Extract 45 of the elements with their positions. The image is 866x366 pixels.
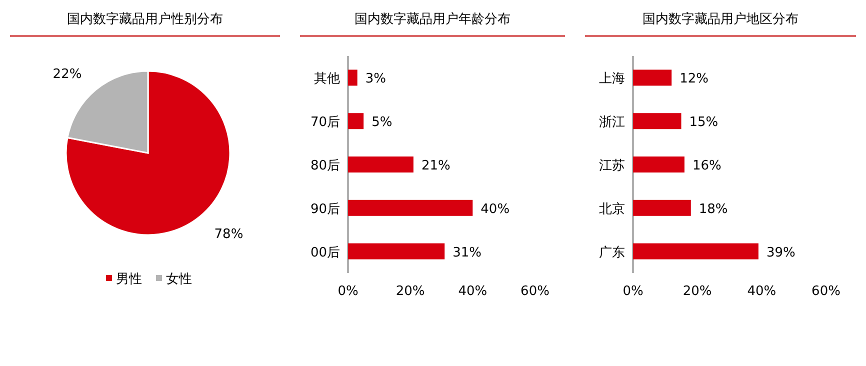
data-label: 18% bbox=[698, 202, 728, 217]
x-tick-label: 0% bbox=[622, 284, 644, 299]
x-tick-label: 20% bbox=[682, 284, 712, 299]
data-label: 78% bbox=[214, 227, 244, 242]
y-tick-label: 90后 bbox=[310, 202, 340, 217]
data-label: 16% bbox=[692, 158, 722, 174]
chart-title: 国内数字藏品用户年龄分布 bbox=[354, 11, 510, 27]
data-label: 15% bbox=[689, 115, 718, 130]
data-label: 40% bbox=[480, 202, 510, 217]
bar bbox=[633, 200, 691, 216]
data-label: 31% bbox=[452, 245, 482, 260]
x-tick-label: 0% bbox=[338, 284, 358, 299]
x-tick-label: 40% bbox=[747, 284, 776, 299]
data-label: 21% bbox=[421, 158, 450, 174]
y-tick-label: 上海 bbox=[599, 72, 625, 87]
y-tick-label: 其他 bbox=[314, 72, 340, 87]
x-tick-label: 60% bbox=[812, 284, 840, 299]
bar bbox=[633, 70, 672, 86]
legend-label: 男性 bbox=[116, 272, 142, 287]
bar bbox=[633, 156, 684, 172]
y-tick-label: 00后 bbox=[310, 245, 340, 260]
x-tick-label: 20% bbox=[396, 284, 425, 299]
data-label: 5% bbox=[372, 115, 392, 130]
data-label: 3% bbox=[365, 72, 386, 87]
data-label: 22% bbox=[52, 66, 82, 82]
data-label: 39% bbox=[766, 245, 796, 260]
bar bbox=[633, 113, 682, 130]
bar bbox=[633, 243, 758, 260]
x-tick-label: 40% bbox=[458, 284, 488, 299]
bar bbox=[348, 70, 358, 86]
y-tick-label: 广东 bbox=[599, 245, 625, 260]
legend-label: 女性 bbox=[166, 272, 192, 287]
bar bbox=[348, 156, 414, 172]
y-tick-label: 80后 bbox=[310, 158, 340, 174]
x-tick-label: 60% bbox=[520, 284, 550, 299]
y-tick-label: 江苏 bbox=[599, 158, 625, 174]
y-tick-label: 70后 bbox=[310, 115, 340, 130]
bar bbox=[348, 200, 473, 216]
y-tick-label: 北京 bbox=[599, 202, 625, 217]
chart-title: 国内数字藏品用户性别分布 bbox=[67, 11, 223, 27]
data-label: 12% bbox=[680, 72, 709, 87]
bar bbox=[348, 243, 445, 260]
y-tick-label: 浙江 bbox=[599, 115, 625, 130]
bar bbox=[348, 113, 364, 130]
chart-title: 国内数字藏品用户地区分布 bbox=[642, 11, 798, 27]
